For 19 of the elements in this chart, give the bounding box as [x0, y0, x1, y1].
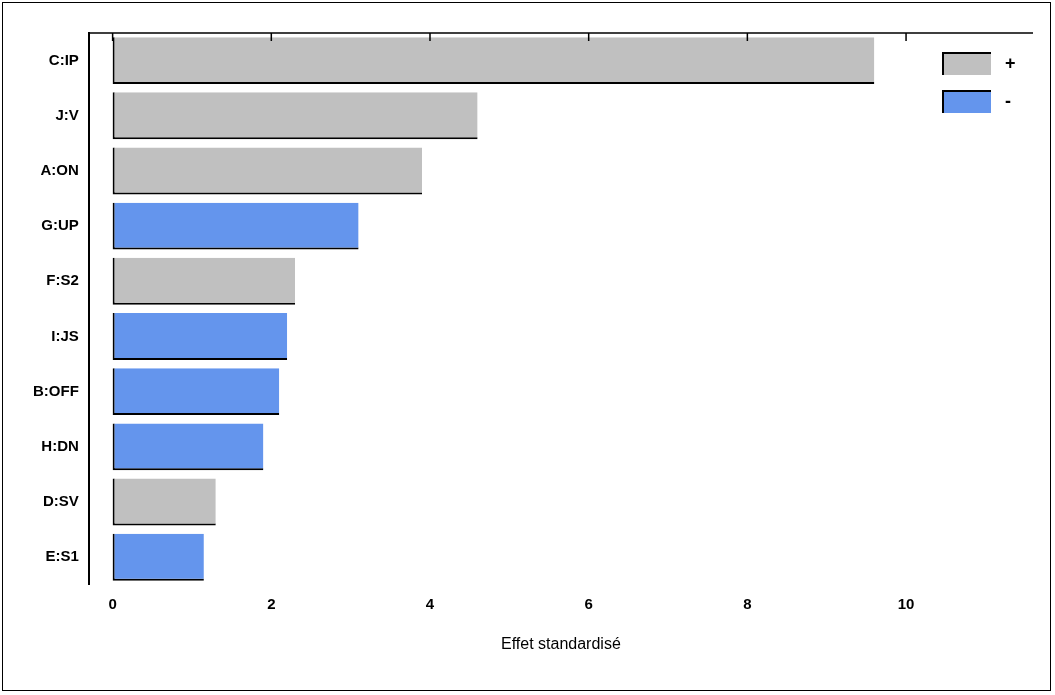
- y-tick-label: D:SV: [42, 492, 79, 510]
- x-axis-title: Effet standardisé: [501, 634, 621, 652]
- x-tick-label: 8: [743, 594, 752, 612]
- y-tick-label: F:S2: [46, 271, 79, 289]
- legend-label: +: [1005, 52, 1016, 73]
- x-tick-label: 2: [267, 594, 276, 612]
- y-tick-label: E:S1: [45, 547, 79, 565]
- x-tick-label: 4: [425, 594, 435, 612]
- y-tick-label: H:DN: [41, 436, 79, 454]
- x-tick-label: 6: [584, 594, 593, 612]
- legend-label: -: [1005, 90, 1011, 111]
- y-tick-label: J:V: [55, 105, 79, 123]
- x-tick-label: 10: [897, 594, 915, 612]
- y-tick-label: C:IP: [48, 50, 79, 68]
- y-tick-label: A:ON: [40, 161, 79, 179]
- y-tick-label: B:OFF: [32, 381, 79, 399]
- x-tick-label: 0: [108, 594, 117, 612]
- y-tick-label: G:UP: [41, 216, 79, 234]
- y-tick-label: I:JS: [51, 326, 79, 344]
